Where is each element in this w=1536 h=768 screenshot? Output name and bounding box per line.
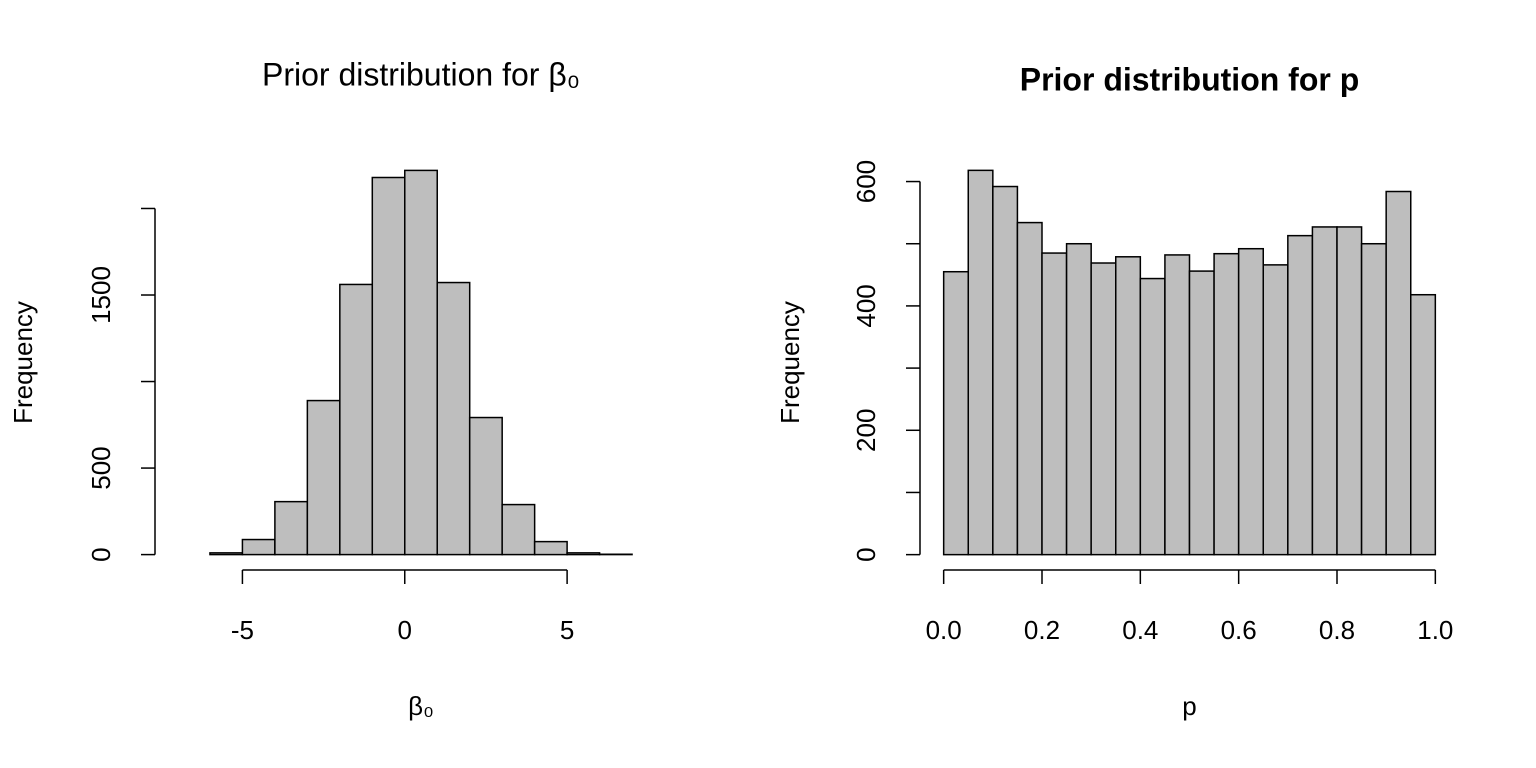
x-tick-label: 5 — [560, 615, 574, 645]
bar — [1410, 293, 1437, 556]
x-tick-label: 0.2 — [1024, 615, 1060, 645]
bar — [209, 552, 244, 556]
x-axis-label: p — [1182, 691, 1196, 721]
x-tick-label: 0.4 — [1122, 615, 1158, 645]
y-tick-label: 1500 — [86, 266, 116, 324]
x-tick-label: -5 — [231, 615, 254, 645]
bar — [1311, 226, 1338, 556]
bar — [1262, 264, 1289, 556]
bar — [306, 399, 341, 556]
bar — [436, 281, 471, 556]
chart-title: Prior distribution for p — [1020, 61, 1360, 97]
bar — [241, 538, 276, 556]
x-tick-label: 1.0 — [1417, 615, 1453, 645]
x-tick-label: 0.8 — [1319, 615, 1355, 645]
bar — [942, 270, 970, 556]
bar — [501, 503, 536, 556]
y-tick-label: 400 — [851, 284, 881, 327]
y-axis-label: Frequency — [775, 301, 805, 424]
bar — [339, 283, 374, 556]
bar — [1139, 277, 1166, 556]
bar — [1237, 247, 1264, 556]
bar — [404, 169, 438, 556]
x-tick-label: 0.0 — [926, 615, 962, 645]
bar — [1065, 242, 1092, 556]
bar — [533, 540, 568, 556]
bar — [1090, 262, 1117, 556]
bar — [1188, 270, 1215, 556]
y-tick-label: 600 — [851, 160, 881, 203]
chart-title: Prior distribution for β₀ — [262, 56, 580, 92]
bar — [1115, 256, 1142, 556]
bar — [1287, 234, 1314, 556]
y-tick-label: 0 — [851, 547, 881, 561]
bar — [468, 416, 503, 556]
x-tick-label: 0 — [398, 615, 412, 645]
bar — [992, 185, 1019, 556]
y-tick-label: 500 — [86, 446, 116, 489]
bar — [566, 552, 601, 556]
bar — [1041, 252, 1068, 556]
bar — [1016, 221, 1043, 556]
bar — [1213, 252, 1240, 556]
y-axis-label: Frequency — [8, 301, 38, 424]
x-tick-label: 0.6 — [1221, 615, 1257, 645]
bar — [1360, 242, 1387, 556]
bar — [967, 169, 994, 556]
y-tick-label: 0 — [86, 547, 116, 561]
bar — [371, 176, 406, 556]
bar — [1336, 226, 1363, 556]
x-axis-label: β₀ — [408, 691, 434, 721]
y-tick-label: 200 — [851, 409, 881, 452]
bar — [1385, 190, 1412, 556]
bar — [1164, 254, 1191, 556]
bar — [274, 500, 309, 556]
